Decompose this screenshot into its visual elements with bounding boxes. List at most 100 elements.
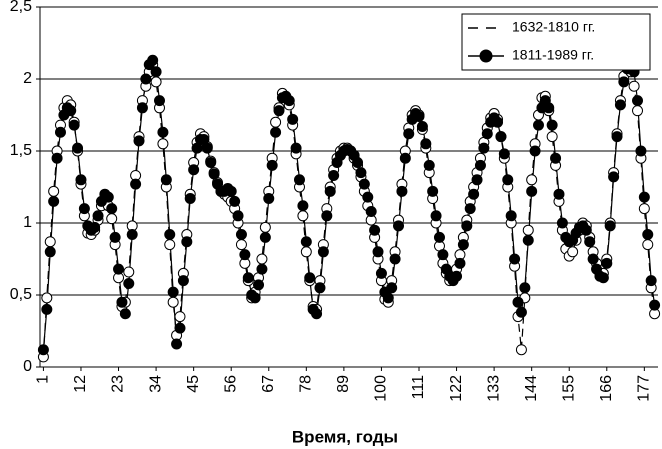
data-point: [546, 131, 558, 143]
x-axis-label: Время, годы: [292, 427, 398, 446]
x-tick-label: 23: [110, 375, 127, 393]
data-point: [235, 229, 247, 241]
data-point: [130, 178, 142, 190]
data-point: [532, 119, 544, 131]
data-point: [106, 203, 118, 215]
data-point: [208, 168, 220, 180]
data-point: [611, 131, 623, 143]
data-point: [164, 229, 176, 241]
data-point: [474, 159, 486, 171]
data-point: [522, 224, 534, 236]
data-point: [300, 246, 312, 258]
data-point: [505, 210, 517, 222]
y-tick-label: 0: [23, 358, 32, 375]
data-point: [270, 116, 282, 128]
x-tick-label: 122: [448, 375, 465, 402]
data-point: [300, 236, 312, 248]
data-point: [556, 217, 568, 229]
data-point: [519, 282, 531, 294]
data-point: [48, 195, 60, 207]
data-point: [232, 210, 244, 222]
y-tick-label: 2: [23, 70, 32, 87]
data-point: [509, 253, 521, 265]
data-point: [167, 286, 179, 298]
data-point: [352, 157, 364, 169]
data-point: [293, 174, 305, 186]
x-tick-label: 12: [72, 375, 89, 393]
data-point: [628, 80, 640, 92]
legend-label: 1632-1810 гг.: [512, 19, 595, 35]
x-tick-label: 34: [147, 375, 164, 393]
data-point: [618, 76, 630, 88]
data-point: [587, 253, 599, 265]
data-point: [358, 178, 370, 190]
data-point: [642, 239, 654, 251]
data-point: [177, 275, 189, 287]
data-point: [54, 126, 66, 138]
data-point: [546, 119, 558, 131]
data-point: [529, 145, 541, 157]
data-point: [468, 188, 480, 200]
data-point: [471, 174, 483, 186]
data-point: [399, 152, 411, 164]
data-point: [249, 292, 261, 304]
data-point: [92, 210, 104, 222]
data-point: [263, 193, 275, 205]
x-tick-label: 111: [410, 375, 427, 399]
data-point: [150, 66, 162, 78]
data-point: [259, 221, 271, 233]
data-point: [642, 229, 654, 241]
data-point: [225, 185, 237, 197]
data-point: [608, 171, 620, 183]
data-point: [126, 229, 138, 241]
y-tick-label: 0,5: [10, 286, 32, 303]
data-point: [614, 99, 626, 111]
data-point: [68, 119, 80, 131]
data-point: [413, 110, 425, 122]
x-tick-label: 45: [185, 375, 202, 393]
data-point: [181, 236, 193, 248]
data-point: [550, 152, 562, 164]
data-point: [553, 188, 565, 200]
x-tick-label: 67: [260, 375, 277, 393]
y-tick-label: 1,5: [10, 142, 32, 159]
data-point: [235, 239, 247, 251]
data-point: [102, 191, 114, 203]
data-point: [65, 105, 77, 117]
data-point: [632, 105, 644, 117]
data-point: [632, 95, 644, 107]
data-point: [239, 249, 251, 261]
data-point: [41, 303, 53, 315]
data-point: [304, 272, 316, 284]
data-point: [362, 191, 374, 203]
data-point: [164, 239, 176, 251]
data-point: [355, 167, 367, 179]
data-point: [133, 135, 145, 147]
data-point: [543, 102, 555, 114]
data-point: [256, 253, 268, 265]
data-point: [270, 126, 282, 138]
x-tick-label: 100: [373, 375, 390, 402]
data-point: [290, 142, 302, 154]
x-tick-label: 56: [222, 375, 239, 393]
data-point: [72, 142, 84, 154]
data-point: [396, 185, 408, 197]
data-point: [119, 308, 131, 320]
data-point: [580, 224, 592, 236]
data-point: [44, 246, 56, 258]
data-point: [184, 193, 196, 205]
data-point: [420, 138, 432, 150]
x-tick-label: 89: [335, 375, 352, 393]
data-point: [464, 203, 476, 215]
data-point: [512, 296, 524, 308]
data-point: [273, 105, 285, 117]
data-point: [437, 249, 449, 261]
x-tick-label: 177: [636, 375, 653, 402]
data-point: [106, 213, 118, 225]
data-point: [109, 231, 121, 243]
data-point: [375, 267, 387, 279]
data-point: [37, 344, 49, 356]
data-point: [526, 174, 538, 186]
data-point: [174, 311, 186, 323]
